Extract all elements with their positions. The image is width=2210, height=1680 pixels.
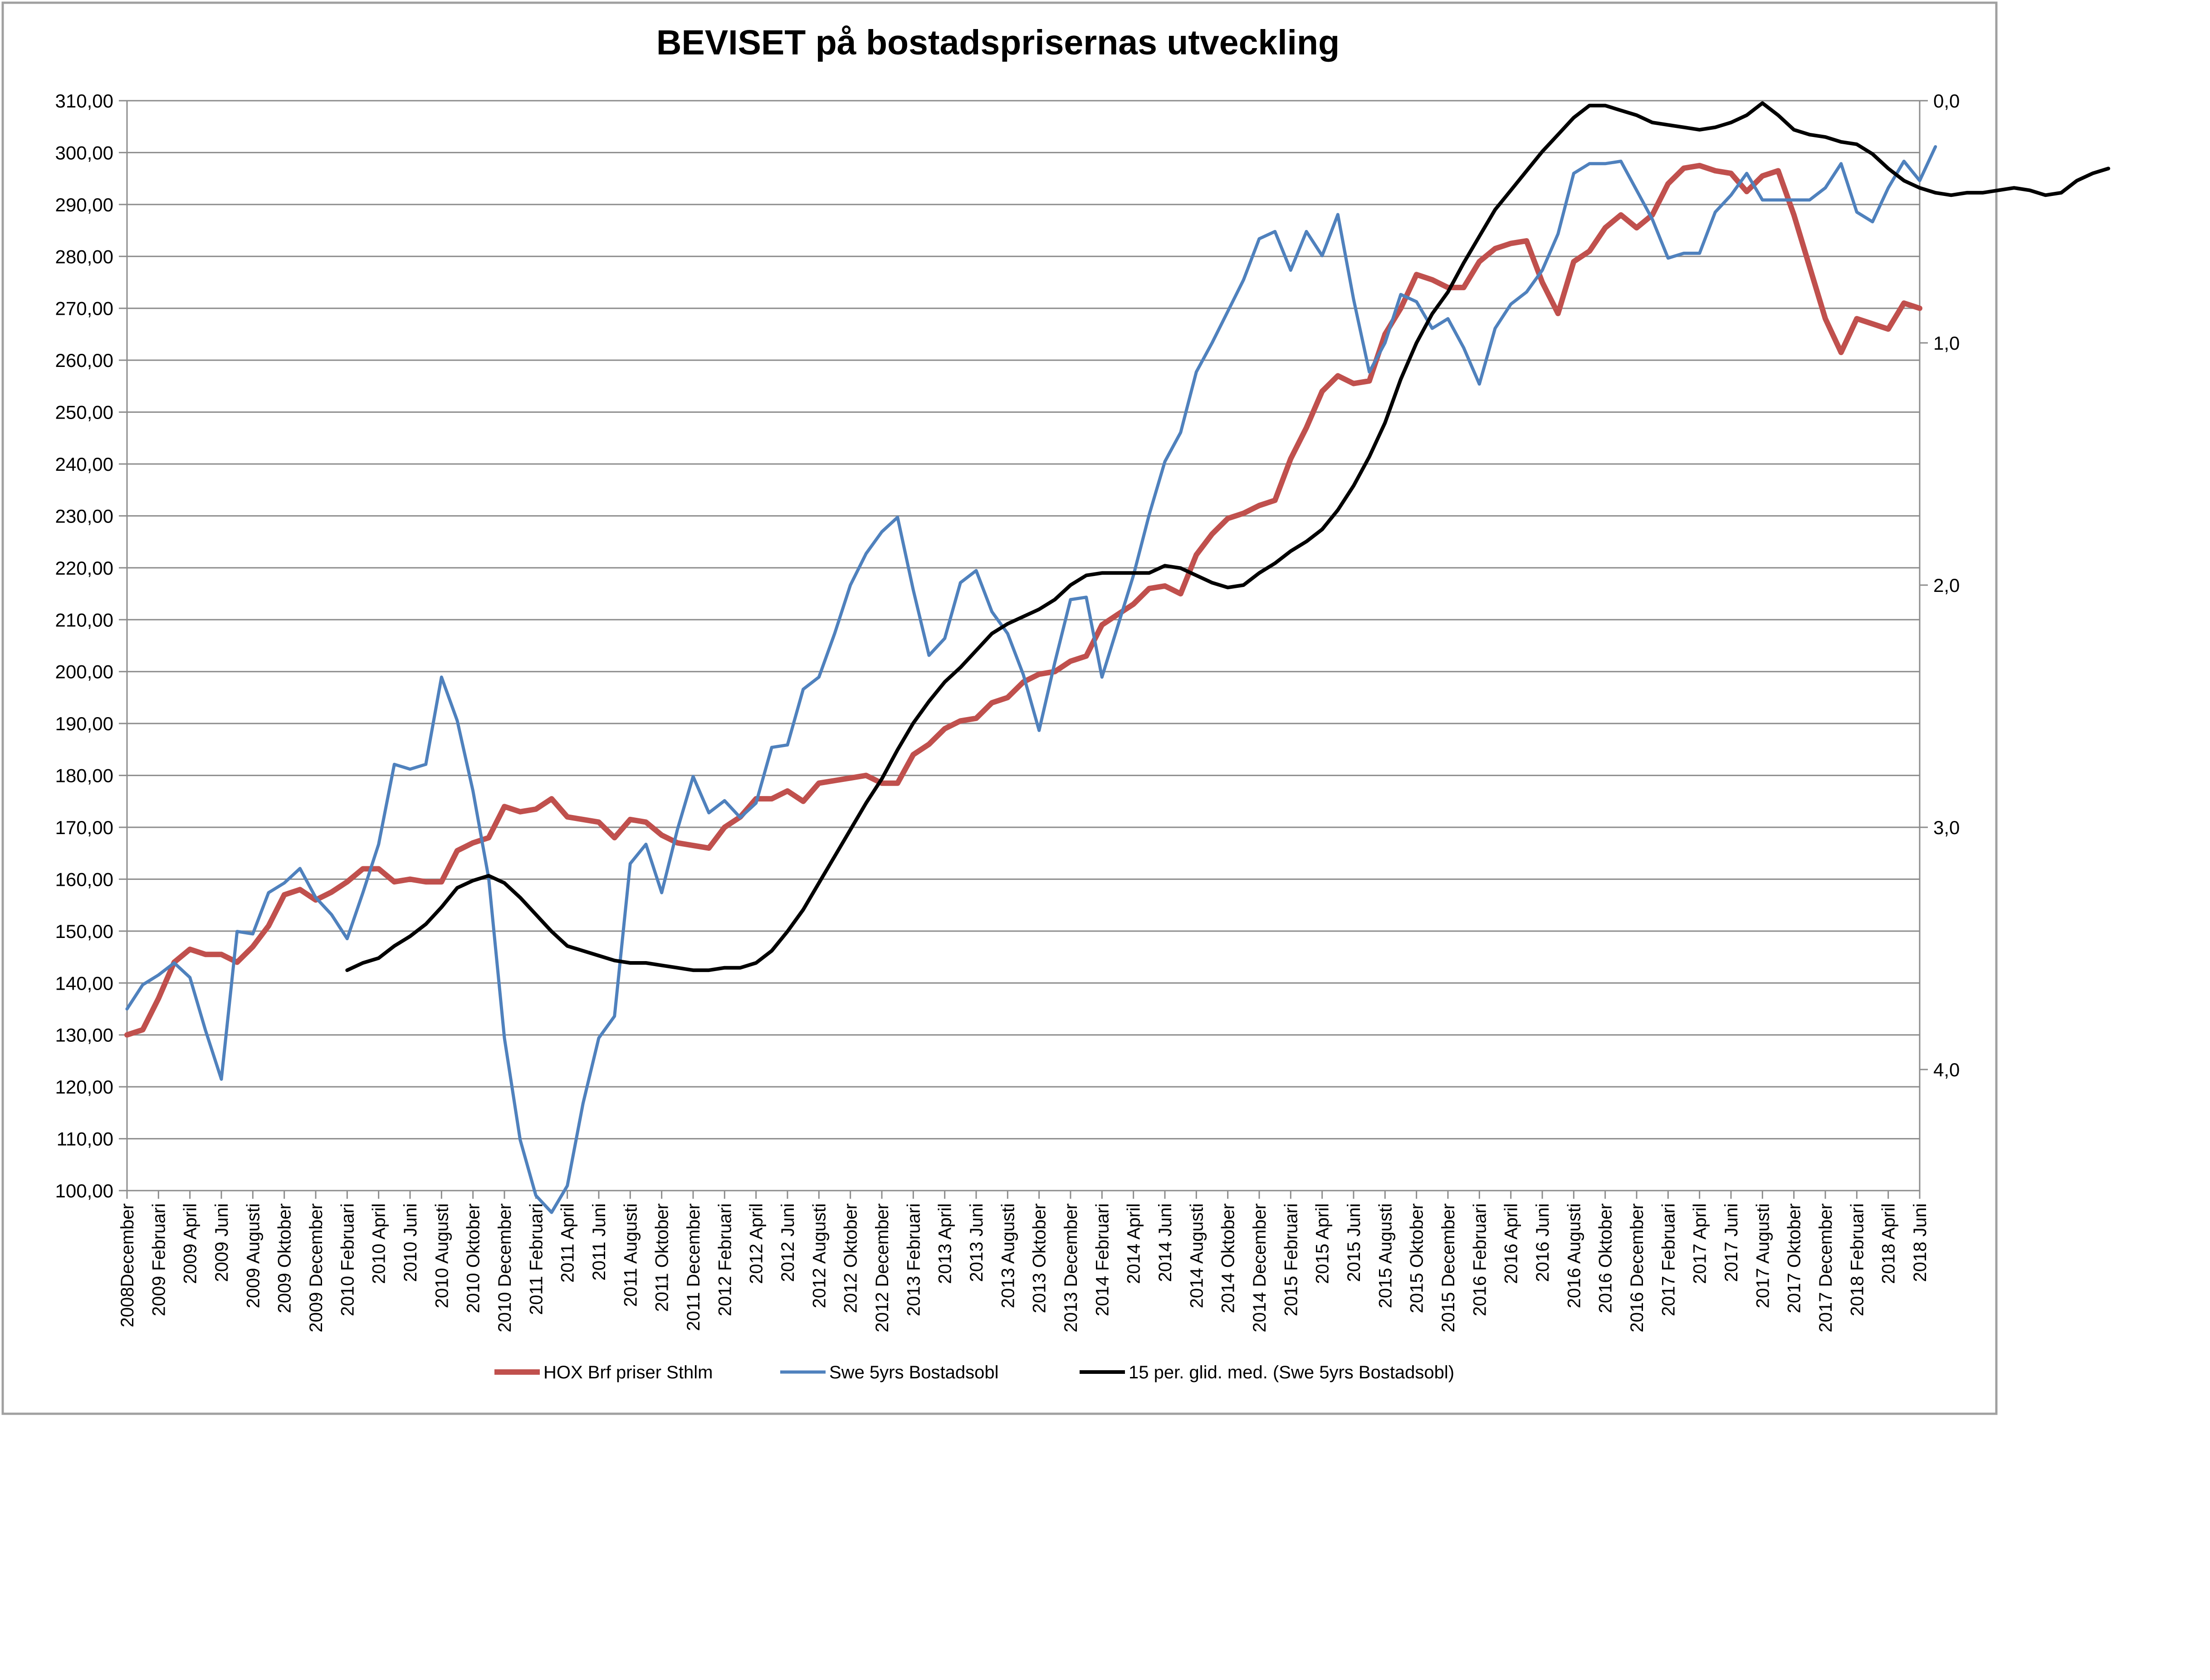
right-axis-tick-label: 1,0 xyxy=(1933,332,1960,354)
series-line-15-per-glid-med-swe-5yrs-bostadsobl xyxy=(345,101,2110,972)
x-axis-tick-label: 2011 Oktober xyxy=(652,1203,672,1312)
left-axis-tick-label: 190,00 xyxy=(55,713,113,734)
left-axis-tick-label: 260,00 xyxy=(55,350,113,371)
x-axis-tick-label: 2017 Oktober xyxy=(1785,1203,1804,1313)
x-axis-tick-label: 2015 December xyxy=(1438,1203,1458,1333)
left-axis-tick-label: 290,00 xyxy=(55,194,113,215)
x-axis-tick-label: 2015 Februari xyxy=(1281,1203,1301,1316)
x-axis-tick-label: 2011 December xyxy=(684,1203,704,1331)
x-axis-tick-label: 2013 Oktober xyxy=(1030,1203,1050,1313)
x-axis-tick-label: 2012 Juni xyxy=(778,1203,798,1282)
left-axis-tick-label: 120,00 xyxy=(55,1076,113,1098)
x-axis-tick-label: 2014 December xyxy=(1250,1203,1270,1333)
x-axis-tick-label: 2013 Juni xyxy=(967,1203,987,1282)
x-axis-tick-label: 2015 Oktober xyxy=(1407,1203,1427,1313)
x-axis-tick-label: 2013 Februari xyxy=(904,1203,924,1316)
left-axis-tick-label: 200,00 xyxy=(55,661,113,683)
x-axis-tick-label: 2009 Augusti xyxy=(243,1203,263,1308)
x-axis-tick-label: 2011 Juni xyxy=(589,1203,609,1281)
left-axis-tick-label: 110,00 xyxy=(57,1128,113,1150)
left-axis-tick-label: 180,00 xyxy=(55,765,113,786)
left-axis-tick-label: 140,00 xyxy=(55,972,113,994)
x-axis-tick-label: 2009 December xyxy=(306,1203,326,1333)
x-axis-tick-label: 2013 Augusti xyxy=(998,1203,1018,1308)
x-axis-tick-label: 2012 Februari xyxy=(715,1203,735,1316)
x-axis-tick-label: 2009 Februari xyxy=(149,1203,169,1316)
x-axis-tick-label: 2012 Oktober xyxy=(841,1203,861,1313)
legend-label: Swe 5yrs Bostadsobl xyxy=(829,1363,999,1382)
x-axis-tick-label: 2012 Augusti xyxy=(809,1203,829,1308)
chart-title: BEVISET på bostadsprisernas utveckling xyxy=(656,23,1340,62)
x-axis-tick-label: 2010 Juni xyxy=(401,1203,420,1282)
x-axis-tick-label: 2016 Augusti xyxy=(1564,1203,1584,1308)
left-axis-tick-label: 230,00 xyxy=(55,505,113,527)
x-axis-tick-label: 2017 April xyxy=(1690,1203,1710,1284)
x-axis-tick-label: 2017 Augusti xyxy=(1753,1203,1773,1308)
x-axis-tick-label: 2011 Augusti xyxy=(621,1203,641,1307)
x-axis-tick-label: 2015 Augusti xyxy=(1375,1203,1395,1308)
x-axis-tick-label: 2017 December xyxy=(1816,1203,1836,1333)
x-axis-tick-label: 2011 Februari xyxy=(526,1203,546,1315)
x-axis-tick-label: 2014 Oktober xyxy=(1218,1203,1238,1313)
left-axis-tick-label: 310,00 xyxy=(55,90,113,112)
left-axis-tick-label: 270,00 xyxy=(55,298,113,319)
plot-area: 310,00 300,00 290,00 280,00 270,00 260,00 250,… xyxy=(55,90,2110,1333)
left-axis-tick-label: 170,00 xyxy=(55,817,113,838)
legend-label: 15 per. glid. med. (Swe 5yrs Bostadsobl) xyxy=(1129,1363,1454,1382)
x-axis-tick-label: 2015 Juni xyxy=(1344,1203,1364,1282)
x-axis-tick-label: 2012 April xyxy=(747,1203,767,1284)
left-axis-tick-label: 280,00 xyxy=(55,246,113,267)
x-axis-tick-label: 2010 Oktober xyxy=(464,1203,484,1313)
x-axis-tick-label: 2018 Juni xyxy=(1910,1203,1930,1282)
right-axis-tick-label: 4,0 xyxy=(1933,1059,1960,1080)
x-axis-tick-label: 2013 December xyxy=(1061,1203,1081,1333)
series-line-swe-5yrs-bostadsobl xyxy=(125,145,1937,1214)
x-axis-tick-label: 2012 December xyxy=(872,1203,892,1333)
left-axis-tick-label: 160,00 xyxy=(55,869,113,890)
x-axis-tick-label: 2013 April xyxy=(935,1203,955,1284)
x-axis-tick-label: 2016 Februari xyxy=(1470,1203,1490,1316)
x-axis-tick-label: 2017 Februari xyxy=(1658,1203,1678,1316)
x-axis-tick-label: 2014 April xyxy=(1124,1203,1144,1284)
series-line-hox-brf-priser-sthlm xyxy=(124,163,1922,1038)
x-axis-tick-label: 2010 Augusti xyxy=(432,1203,452,1308)
x-axis-tick-label: 2014 Juni xyxy=(1155,1203,1175,1282)
left-axis-tick-label: 220,00 xyxy=(55,557,113,579)
legend-label: HOX Brf priser Sthlm xyxy=(543,1363,713,1382)
x-axis-tick-label: 2015 April xyxy=(1313,1203,1333,1284)
x-axis-tick-label: 2017 Juni xyxy=(1721,1203,1741,1282)
x-axis-tick-label: 2016 Oktober xyxy=(1596,1203,1616,1313)
x-axis-tick-label: 2018 Februari xyxy=(1847,1203,1867,1316)
x-axis-tick-label: 2010 April xyxy=(369,1203,389,1284)
x-axis-tick-label: 2008December xyxy=(117,1203,137,1328)
x-axis-tick-label: 2010 Februari xyxy=(337,1203,357,1316)
right-axis-tick-label: 0,0 xyxy=(1933,90,1960,112)
x-axis-tick-label: 2014 Augusti xyxy=(1187,1203,1207,1308)
x-axis-tick-label: 2010 December xyxy=(495,1203,515,1333)
chart-border xyxy=(1,1,1998,1415)
x-axis-tick-label: 2016 December xyxy=(1627,1203,1647,1333)
left-axis-tick-label: 130,00 xyxy=(55,1025,113,1046)
x-axis-tick-label: 2016 April xyxy=(1501,1203,1521,1284)
right-axis-tick-label: 3,0 xyxy=(1933,817,1960,838)
left-axis-tick-label: 150,00 xyxy=(55,921,113,942)
right-axis-tick-label: 2,0 xyxy=(1933,575,1960,596)
left-axis-tick-label: 210,00 xyxy=(55,609,113,630)
legend: HOX Brf priser Sthlm Swe 5yrs Bostadsobl 1… xyxy=(494,1363,1454,1382)
x-axis-tick-label: 2016 Juni xyxy=(1533,1203,1553,1282)
left-axis-tick-label: 100,00 xyxy=(55,1180,113,1201)
x-axis-tick-label: 2009 Oktober xyxy=(275,1203,295,1313)
x-axis-tick-label: 2018 April xyxy=(1879,1203,1899,1284)
x-axis-tick-label: 2011 April xyxy=(558,1203,578,1283)
x-axis-tick-label: 2014 Februari xyxy=(1092,1203,1112,1316)
left-axis-tick-label: 240,00 xyxy=(55,454,113,475)
left-axis-tick-label: 300,00 xyxy=(55,142,113,163)
x-axis-tick-label: 2009 April xyxy=(181,1203,200,1284)
left-axis-tick-label: 250,00 xyxy=(55,402,113,423)
x-axis-tick-label: 2009 Juni xyxy=(212,1203,232,1282)
